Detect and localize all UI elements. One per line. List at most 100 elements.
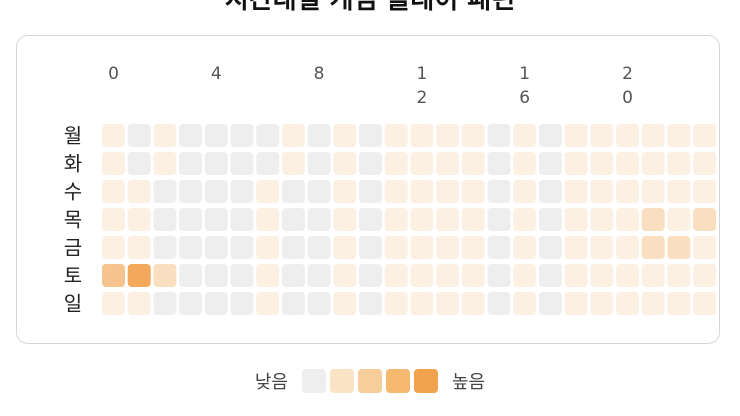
heatmap-cell	[538, 152, 562, 175]
heatmap-cell	[461, 292, 485, 315]
heatmap-cell	[333, 124, 357, 147]
legend-swatch	[386, 369, 410, 393]
heatmap-cell	[256, 124, 280, 147]
heatmap-cell	[204, 264, 228, 287]
heatmap-cell	[204, 208, 228, 231]
heatmap-cell	[590, 264, 614, 287]
heatmap-cell	[281, 292, 305, 315]
heatmap-cell	[281, 264, 305, 287]
y-tick-label: 금	[64, 236, 82, 260]
heatmap-cell	[693, 208, 717, 231]
y-tick-label: 토	[64, 264, 82, 288]
heatmap-cell	[513, 292, 537, 315]
heatmap-cell	[256, 292, 280, 315]
heatmap-cell	[127, 124, 151, 147]
heatmap-cell	[153, 292, 177, 315]
heatmap-cell	[538, 264, 562, 287]
heatmap-cell	[436, 124, 460, 147]
x-tick-label: 0	[108, 64, 119, 84]
heatmap-cell	[641, 208, 665, 231]
heatmap-cell	[487, 208, 511, 231]
heatmap-cell	[359, 208, 382, 231]
heatmap-cell	[333, 264, 357, 287]
heatmap-cell	[204, 236, 228, 259]
heatmap-cell	[410, 292, 434, 315]
heatmap-cell	[307, 236, 331, 259]
heatmap-cell	[667, 180, 691, 203]
heatmap-cell	[230, 208, 254, 231]
heatmap-cell	[102, 152, 125, 175]
legend-high-label: 높음	[452, 372, 486, 393]
heatmap-cell	[102, 264, 125, 287]
heatmap-cell	[359, 264, 382, 287]
heatmap-cell	[179, 152, 203, 175]
heatmap-cell	[127, 152, 151, 175]
heatmap-cell	[307, 264, 331, 287]
y-tick-label: 수	[64, 180, 82, 204]
heatmap-cell	[384, 180, 408, 203]
heatmap-cell	[667, 124, 691, 147]
heatmap-cell	[307, 124, 331, 147]
heatmap-cell	[204, 124, 228, 147]
heatmap-cell	[230, 264, 254, 287]
heatmap-cell	[179, 264, 203, 287]
heatmap-cell	[281, 124, 305, 147]
heatmap-cell	[333, 208, 357, 231]
heatmap-cell	[307, 152, 331, 175]
heatmap-cell	[384, 152, 408, 175]
heatmap-cell	[487, 292, 511, 315]
heatmap-cell	[179, 180, 203, 203]
x-tick-label: 4	[211, 64, 222, 84]
heatmap-cell	[667, 264, 691, 287]
heatmap-cell	[564, 152, 588, 175]
heatmap-cell	[127, 236, 151, 259]
heatmap-cell	[281, 180, 305, 203]
heatmap-cell	[641, 264, 665, 287]
heatmap-cell	[230, 124, 254, 147]
heatmap-cell	[616, 180, 639, 203]
heatmap-cell	[590, 236, 614, 259]
legend-low-label: 낮음	[254, 372, 288, 393]
heatmap-cell	[487, 152, 511, 175]
legend-swatch	[302, 369, 326, 393]
legend-swatch	[414, 369, 438, 393]
heatmap-cell	[359, 180, 382, 203]
heatmap-cell	[590, 292, 614, 315]
heatmap-cell	[590, 152, 614, 175]
heatmap-cell	[513, 152, 537, 175]
heatmap-cell	[641, 152, 665, 175]
heatmap-cell	[333, 236, 357, 259]
heatmap-cell	[384, 236, 408, 259]
heatmap-cell	[102, 292, 125, 315]
heatmap-cell	[590, 208, 614, 231]
chart-title: 시간대별 게임 플레이 패턴	[224, 0, 516, 15]
heatmap-cell	[384, 124, 408, 147]
heatmap-cell	[153, 264, 177, 287]
heatmap-cell	[538, 180, 562, 203]
heatmap-cell	[153, 208, 177, 231]
heatmap-cell	[616, 124, 639, 147]
heatmap-cell	[384, 292, 408, 315]
heatmap-cell	[230, 180, 254, 203]
heatmap-cell	[564, 292, 588, 315]
heatmap-cell	[204, 152, 228, 175]
heatmap-cell	[102, 124, 125, 147]
heatmap-cell	[641, 236, 665, 259]
heatmap-cell	[102, 208, 125, 231]
heatmap-cell	[230, 152, 254, 175]
heatmap-cell	[179, 208, 203, 231]
heatmap-cell	[179, 124, 203, 147]
color-legend: 낮음 높음	[0, 368, 740, 394]
heatmap-cell	[102, 236, 125, 259]
heatmap-cell	[436, 208, 460, 231]
heatmap-cell	[333, 292, 357, 315]
heatmap-cell	[281, 236, 305, 259]
y-tick-label: 화	[64, 152, 82, 176]
heatmap-cell	[487, 236, 511, 259]
heatmap-cell	[230, 236, 254, 259]
heatmap-cell	[693, 264, 717, 287]
heatmap-cell	[564, 180, 588, 203]
heatmap-cell	[538, 292, 562, 315]
